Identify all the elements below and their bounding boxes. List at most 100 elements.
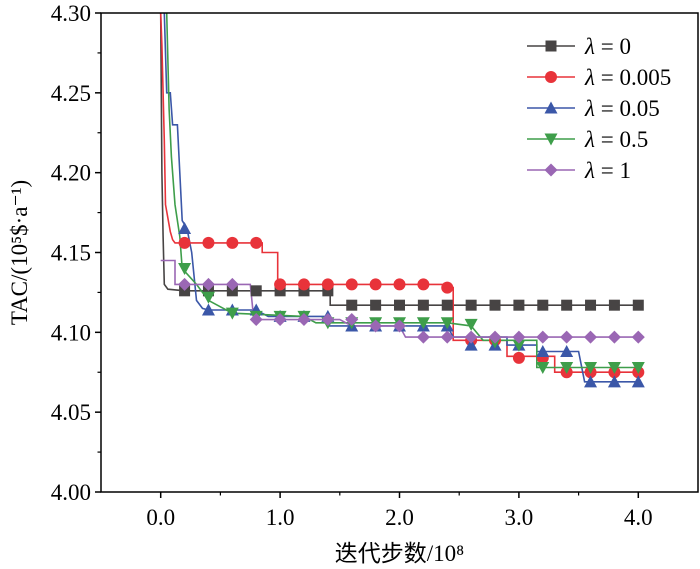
y-tick-label: 4.15 bbox=[51, 241, 91, 266]
data-point bbox=[631, 330, 645, 344]
x-tick-label: 0.0 bbox=[146, 505, 175, 530]
data-point bbox=[512, 330, 526, 344]
y-tick-label: 4.30 bbox=[51, 1, 91, 26]
data-point bbox=[273, 313, 287, 327]
y-tick-label: 4.25 bbox=[51, 81, 91, 106]
data-point bbox=[369, 278, 382, 291]
data-point bbox=[417, 278, 430, 291]
data-point bbox=[441, 299, 453, 311]
x-tick-label: 1.0 bbox=[266, 505, 295, 530]
legend-label: λ = 0.5 bbox=[584, 127, 648, 152]
legend-item: λ = 0 bbox=[527, 34, 631, 59]
y-tick-label: 4.10 bbox=[51, 320, 91, 345]
data-point bbox=[297, 313, 311, 327]
legend-item: λ = 0.5 bbox=[527, 127, 648, 152]
legend-label: λ = 0.005 bbox=[584, 65, 671, 90]
data-point bbox=[178, 277, 192, 291]
y-tick-label: 4.05 bbox=[51, 400, 91, 425]
legend-item: λ = 1 bbox=[527, 158, 631, 183]
data-point bbox=[249, 313, 263, 327]
legend-marker bbox=[544, 101, 558, 114]
data-point bbox=[560, 344, 574, 357]
data-point bbox=[274, 278, 287, 291]
x-tick-label: 2.0 bbox=[385, 505, 414, 530]
data-point bbox=[369, 319, 383, 333]
data-point bbox=[202, 236, 215, 249]
x-tick-label: 4.0 bbox=[624, 505, 653, 530]
data-point bbox=[250, 236, 263, 249]
data-point bbox=[201, 303, 215, 316]
data-point bbox=[632, 299, 644, 311]
data-point bbox=[584, 375, 598, 388]
data-point bbox=[608, 299, 620, 311]
data-point bbox=[584, 330, 598, 344]
legend-item: λ = 0.05 bbox=[527, 96, 660, 121]
data-point bbox=[512, 339, 526, 352]
data-point bbox=[513, 299, 525, 311]
x-axis: 0.0 1.0 2.0 3.0 4.0 bbox=[146, 492, 653, 530]
y-axis-label: TAC/(10⁵$·a⁻¹) bbox=[7, 180, 32, 325]
data-point bbox=[225, 307, 239, 320]
data-point bbox=[561, 299, 573, 311]
data-point bbox=[607, 361, 621, 374]
data-point bbox=[394, 299, 405, 311]
data-point bbox=[512, 351, 525, 364]
data-point bbox=[537, 299, 549, 311]
data-point bbox=[464, 338, 478, 351]
data-point bbox=[488, 330, 502, 344]
data-point bbox=[584, 361, 598, 374]
y-tick-label: 4.20 bbox=[51, 161, 91, 186]
data-point bbox=[274, 285, 286, 297]
data-point bbox=[441, 281, 454, 294]
data-point bbox=[178, 222, 192, 235]
data-point bbox=[250, 285, 262, 297]
data-point bbox=[560, 330, 574, 344]
data-point bbox=[321, 278, 334, 291]
data-point bbox=[345, 278, 358, 291]
series-line-0 bbox=[159, 12, 639, 306]
data-point bbox=[178, 262, 192, 275]
series-line-1 bbox=[159, 12, 639, 373]
data-point bbox=[321, 313, 335, 327]
y-axis: 4.00 4.05 4.10 4.15 4.20 4.25 4.30 bbox=[51, 1, 101, 505]
x-axis-label: 迭代步数/10⁸ bbox=[335, 541, 464, 566]
legend-marker bbox=[545, 40, 557, 52]
data-point bbox=[393, 319, 406, 333]
data-point bbox=[416, 330, 430, 344]
data-point bbox=[465, 299, 477, 311]
data-point bbox=[416, 317, 430, 330]
legend: λ = 0 λ = 0.005 λ = 0.05 λ = 0.5 λ = 1 bbox=[527, 34, 671, 183]
data-point bbox=[440, 330, 454, 344]
data-point bbox=[560, 361, 574, 374]
data-point bbox=[536, 330, 550, 344]
data-point bbox=[585, 299, 597, 311]
data-point bbox=[393, 278, 406, 291]
legend-item: λ = 0.005 bbox=[527, 65, 671, 90]
data-point bbox=[370, 299, 382, 311]
data-point bbox=[201, 291, 215, 304]
y-tick-label: 4.00 bbox=[51, 480, 91, 505]
x-tick-label: 3.0 bbox=[505, 505, 534, 530]
data-point bbox=[346, 299, 358, 311]
legend-marker bbox=[544, 163, 558, 177]
legend-label: λ = 0.05 bbox=[584, 96, 660, 121]
data-point bbox=[536, 361, 550, 374]
series-markers bbox=[178, 222, 645, 388]
data-point bbox=[631, 375, 645, 388]
data-point bbox=[489, 299, 501, 311]
data-point bbox=[322, 285, 334, 297]
data-point bbox=[440, 317, 454, 330]
data-point bbox=[417, 299, 429, 311]
data-point bbox=[178, 236, 191, 249]
data-point bbox=[226, 236, 239, 249]
legend-label: λ = 0 bbox=[584, 34, 631, 59]
data-point bbox=[464, 318, 478, 331]
data-point bbox=[201, 277, 215, 291]
data-point bbox=[464, 330, 478, 344]
data-point bbox=[607, 330, 621, 344]
legend-marker bbox=[544, 133, 558, 146]
data-point bbox=[225, 277, 239, 291]
data-point bbox=[297, 278, 310, 291]
